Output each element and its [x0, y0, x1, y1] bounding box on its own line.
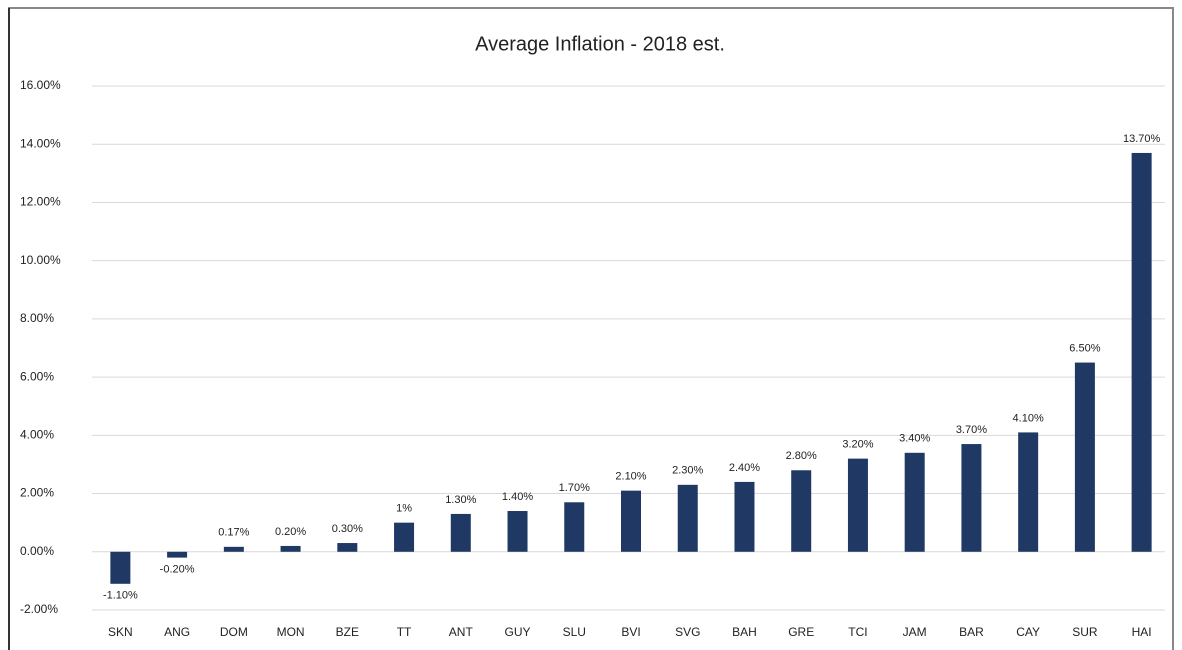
bar: [564, 502, 585, 552]
y-tick-label: 14.00%: [20, 136, 61, 150]
bar: [394, 522, 415, 552]
data-label: 13.70%: [1123, 133, 1161, 145]
bar: [1018, 432, 1039, 552]
x-tick-label: GUY: [505, 625, 531, 639]
bar: [847, 458, 868, 552]
bar: [337, 543, 358, 552]
x-tick-label: CAY: [1016, 625, 1040, 639]
data-label: 2.10%: [615, 471, 646, 483]
data-label: 0.30%: [332, 523, 363, 535]
y-tick-label: 4.00%: [20, 428, 54, 442]
data-label: -0.20%: [160, 564, 195, 576]
bar: [677, 484, 698, 552]
data-label: 1.40%: [502, 491, 533, 503]
y-tick-label: -2.00%: [20, 602, 58, 616]
y-tick-label: 2.00%: [20, 486, 54, 500]
x-tick-label: SKN: [108, 625, 133, 639]
y-tick-label: 12.00%: [20, 195, 61, 209]
bar: [1131, 152, 1152, 552]
y-tick-label: 6.00%: [20, 369, 54, 383]
bar: [223, 546, 244, 552]
y-tick-label: 8.00%: [20, 311, 54, 325]
bar: [110, 551, 131, 584]
x-tick-label: BVI: [621, 625, 640, 639]
bar: [167, 551, 188, 558]
data-label: 2.30%: [672, 465, 703, 477]
y-tick-label: 16.00%: [20, 78, 61, 92]
x-tick-label: ANT: [449, 625, 474, 639]
data-label: 2.80%: [786, 450, 817, 462]
data-label: 3.40%: [899, 433, 930, 445]
bar: [450, 513, 471, 552]
bar: [734, 481, 755, 552]
data-label: 6.50%: [1069, 342, 1100, 354]
data-label: 1%: [396, 503, 412, 515]
x-tick-label: BAR: [959, 625, 984, 639]
x-tick-label: SVG: [675, 625, 700, 639]
data-label: 0.17%: [218, 527, 249, 539]
bar: [621, 490, 641, 552]
bar: [791, 470, 812, 552]
x-tick-label: TT: [397, 625, 412, 639]
x-tick-label: BAH: [732, 625, 757, 639]
data-label: 0.20%: [275, 526, 306, 538]
x-tick-label: SLU: [563, 625, 586, 639]
bar: [1074, 362, 1095, 552]
data-label: 1.70%: [559, 482, 590, 494]
data-label: 3.70%: [956, 424, 987, 436]
chart-title: Average Inflation - 2018 est.: [475, 33, 725, 55]
data-label: 1.30%: [445, 494, 476, 506]
bar: [280, 545, 301, 552]
data-label: 3.20%: [842, 439, 873, 451]
x-tick-label: DOM: [220, 625, 248, 639]
data-label: 4.10%: [1013, 412, 1044, 424]
x-tick-label: JAM: [903, 625, 927, 639]
x-tick-label: SUR: [1072, 625, 1098, 639]
bar: [507, 511, 528, 552]
data-label: -1.10%: [103, 590, 138, 602]
x-tick-label: TCI: [848, 625, 867, 639]
bar: [904, 452, 925, 552]
x-tick-label: ANG: [164, 625, 190, 639]
data-label: 2.40%: [729, 462, 760, 474]
x-tick-label: HAI: [1132, 625, 1152, 639]
x-tick-label: BZE: [336, 625, 359, 639]
y-tick-label: 10.00%: [20, 253, 61, 267]
x-tick-label: GRE: [788, 625, 814, 639]
y-tick-label: 0.00%: [20, 544, 54, 558]
bar: [961, 444, 982, 552]
x-tick-label: MON: [277, 625, 305, 639]
